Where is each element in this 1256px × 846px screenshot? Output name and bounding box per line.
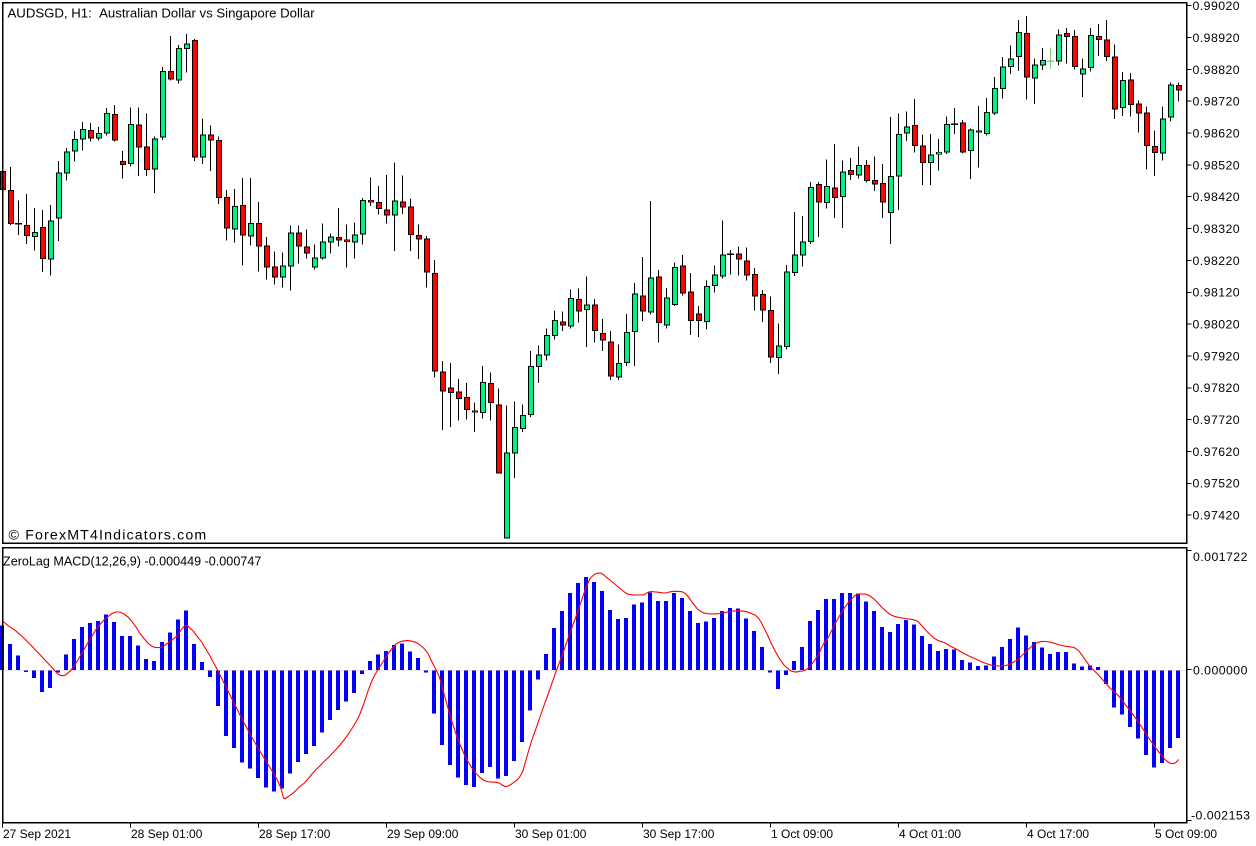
svg-text:0.98820: 0.98820 [1193, 63, 1241, 77]
svg-text:0.98220: 0.98220 [1193, 254, 1241, 268]
svg-text:0.99020: 0.99020 [1193, 0, 1241, 13]
svg-text:28 Sep 17:00: 28 Sep 17:00 [259, 827, 331, 841]
svg-text:0.97920: 0.97920 [1193, 349, 1241, 363]
svg-text:1 Oct 09:00: 1 Oct 09:00 [771, 827, 833, 841]
svg-text:0.97620: 0.97620 [1193, 445, 1241, 459]
svg-text:0.98320: 0.98320 [1193, 222, 1241, 236]
svg-text:-0.002153: -0.002153 [1191, 809, 1250, 823]
svg-text:0.98120: 0.98120 [1193, 286, 1241, 300]
svg-text:© ForexMT4Indicators.com: © ForexMT4Indicators.com [9, 528, 208, 544]
svg-text:0.97520: 0.97520 [1193, 477, 1241, 491]
svg-text:0.98620: 0.98620 [1193, 127, 1241, 141]
svg-text:0.000000: 0.000000 [1193, 663, 1248, 677]
svg-text:4 Oct 01:00: 4 Oct 01:00 [899, 827, 961, 841]
svg-text:30 Sep 01:00: 30 Sep 01:00 [515, 827, 587, 841]
svg-text:30 Sep 17:00: 30 Sep 17:00 [643, 827, 715, 841]
svg-text:0.98420: 0.98420 [1193, 190, 1241, 204]
svg-text:ZeroLag MACD(12,26,9) -0.00044: ZeroLag MACD(12,26,9) -0.000449 -0.00074… [3, 554, 261, 568]
svg-text:27 Sep 2021: 27 Sep 2021 [3, 827, 71, 841]
svg-text:4 Oct 17:00: 4 Oct 17:00 [1027, 827, 1089, 841]
svg-text:0.001722: 0.001722 [1193, 550, 1248, 564]
svg-text:29 Sep 09:00: 29 Sep 09:00 [387, 827, 459, 841]
svg-text:0.97820: 0.97820 [1193, 381, 1241, 395]
svg-text:0.97420: 0.97420 [1193, 509, 1241, 523]
svg-text:0.98020: 0.98020 [1193, 318, 1241, 332]
svg-text:0.98520: 0.98520 [1193, 158, 1241, 172]
svg-text:AUDSGD, H1: Australian Dollar: AUDSGD, H1: Australian Dollar vs Singapo… [8, 5, 316, 20]
svg-text:5 Oct 09:00: 5 Oct 09:00 [1155, 827, 1217, 841]
svg-text:0.98720: 0.98720 [1193, 95, 1241, 109]
svg-text:28 Sep 01:00: 28 Sep 01:00 [131, 827, 203, 841]
svg-text:0.97720: 0.97720 [1193, 413, 1241, 427]
svg-text:0.98920: 0.98920 [1193, 31, 1241, 45]
